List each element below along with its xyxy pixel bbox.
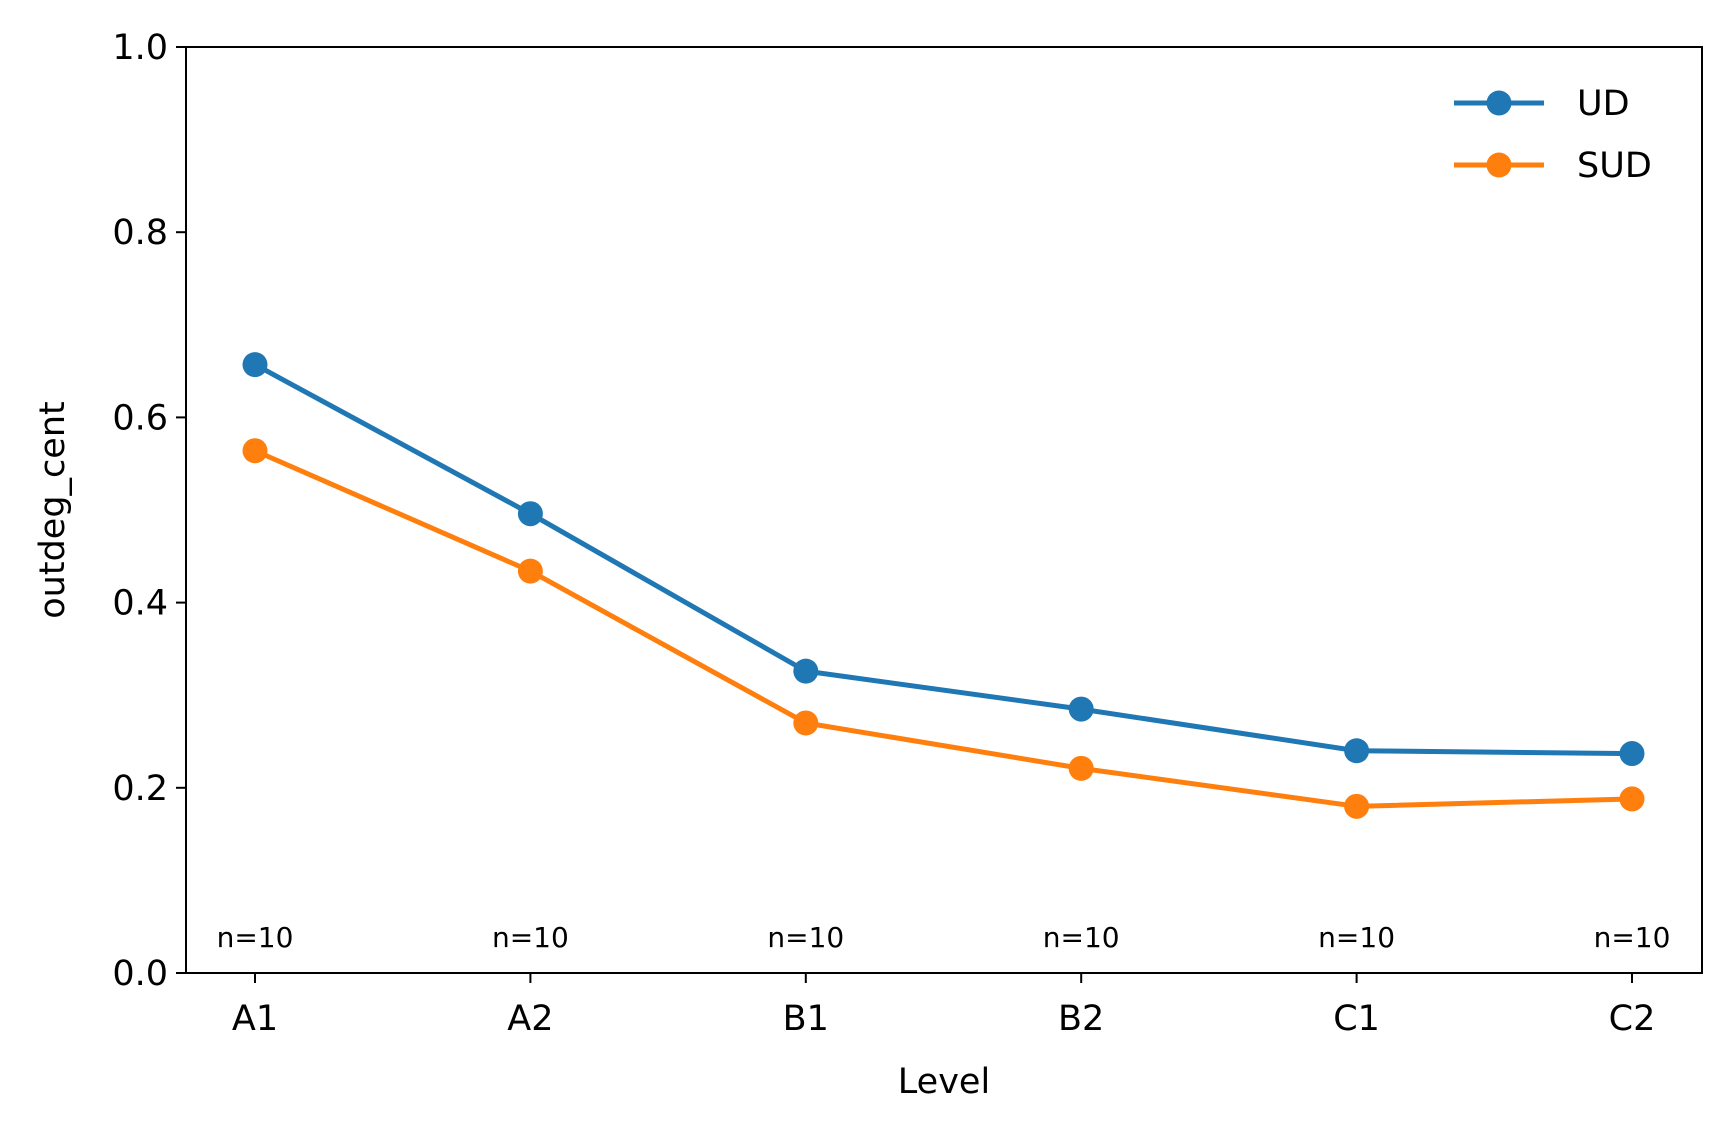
x-axis-ticks: A1 A2 B1 B2 C1 C2: [232, 973, 1655, 1039]
y-tick-label: 1.0: [112, 28, 168, 68]
y-tick-label: 0.2: [112, 769, 168, 809]
series-sud: [242, 438, 1645, 819]
data-point: [1619, 741, 1645, 767]
data-point: [793, 658, 819, 684]
y-tick-label: 0.8: [112, 213, 168, 253]
series-line: [251, 447, 1635, 809]
sample-size-annotations: n=10 n=10 n=10 n=10 n=10 n=10: [217, 921, 1671, 954]
sample-size-label: n=10: [1043, 921, 1120, 954]
sample-size-label: n=10: [492, 921, 569, 954]
y-tick-label: 0.0: [112, 954, 168, 994]
legend-label: UD: [1577, 84, 1630, 124]
x-tick-label: A1: [232, 999, 278, 1039]
legend-marker: [1486, 90, 1512, 116]
series-ud: [242, 352, 1645, 767]
sample-size-label: n=10: [767, 921, 844, 954]
y-tick-label: 0.4: [112, 584, 168, 624]
data-point: [793, 710, 819, 736]
legend: UD SUD: [1454, 84, 1652, 186]
x-tick-label: A2: [507, 999, 553, 1039]
data-point: [1619, 786, 1645, 812]
x-tick-label: C2: [1609, 999, 1656, 1039]
x-tick-label: B1: [783, 999, 829, 1039]
data-point: [1344, 793, 1370, 819]
sample-size-label: n=10: [217, 921, 294, 954]
x-axis-label: Level: [898, 1062, 990, 1102]
data-point: [1344, 738, 1370, 764]
series-layer: [242, 352, 1645, 819]
data-point: [517, 558, 543, 584]
data-point: [242, 438, 268, 464]
data-point: [1068, 696, 1094, 722]
plot-frame: [185, 46, 1703, 974]
legend-label: SUD: [1577, 146, 1652, 186]
y-tick-label: 0.6: [112, 398, 168, 438]
series-line: [251, 361, 1635, 757]
legend-marker: [1486, 152, 1512, 178]
data-point: [1068, 755, 1094, 781]
x-tick-label: C1: [1333, 999, 1380, 1039]
data-point: [517, 501, 543, 527]
x-tick-label: B2: [1058, 999, 1104, 1039]
sample-size-label: n=10: [1594, 921, 1671, 954]
sample-size-label: n=10: [1318, 921, 1395, 954]
legend-item-sud: SUD: [1454, 146, 1652, 186]
data-point: [242, 352, 268, 378]
y-axis-ticks: 0.0 0.2 0.4 0.6 0.8 1.0: [112, 28, 186, 994]
y-axis-label: outdeg_cent: [33, 401, 73, 618]
legend-item-ud: UD: [1454, 84, 1630, 124]
